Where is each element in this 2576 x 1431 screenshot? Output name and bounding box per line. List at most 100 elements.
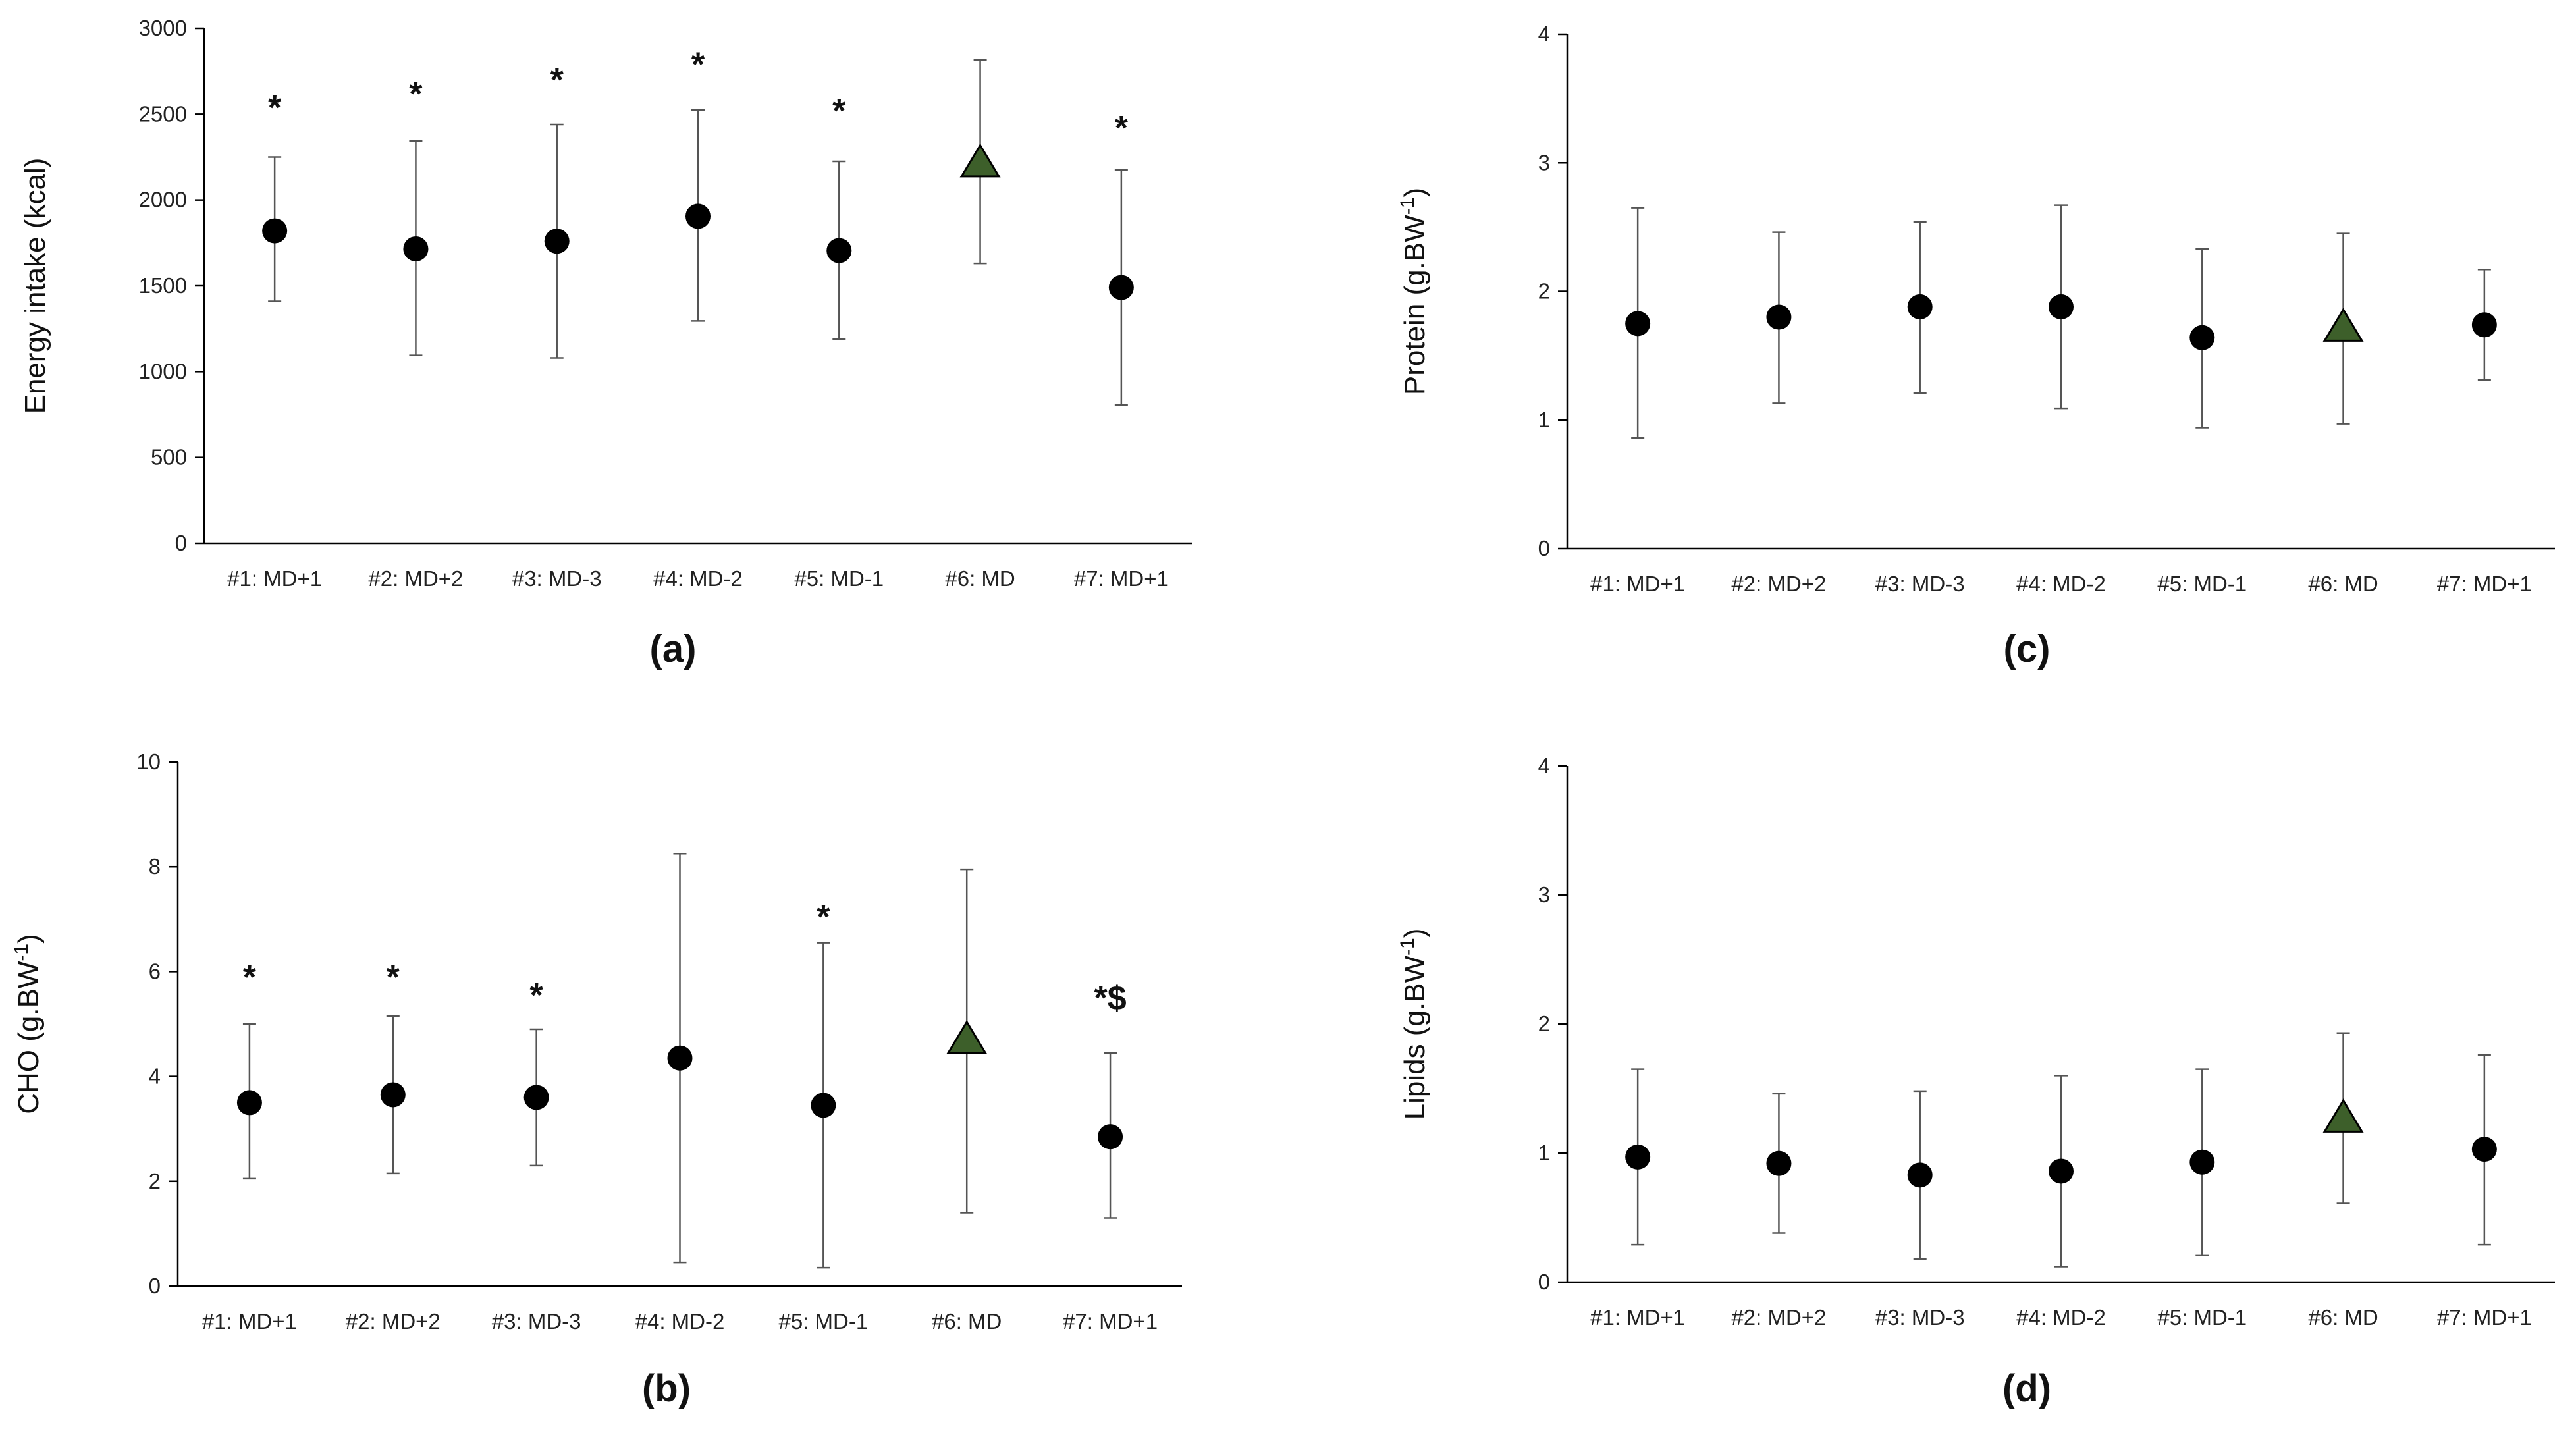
y-tick-label: 2 — [1538, 279, 1550, 304]
data-point — [1108, 275, 1134, 300]
y-tick-label: 3 — [1538, 882, 1550, 907]
y-tick-label: 2 — [1538, 1012, 1550, 1036]
y-axis-title-main: Protein (g.BW — [1399, 215, 1431, 395]
data-point — [1907, 1162, 1933, 1188]
x-tick-label: #5: MD-1 — [794, 566, 884, 591]
x-tick-label: #3: MD-3 — [512, 566, 602, 591]
x-tick-label: #1: MD+1 — [202, 1309, 297, 1334]
y-axis-title-close: ) — [1399, 188, 1431, 198]
y-tick-label: 1500 — [139, 273, 187, 298]
x-tick-label: #5: MD-1 — [2157, 1305, 2247, 1330]
x-tick-label: #4: MD-2 — [653, 566, 743, 591]
data-point — [1907, 294, 1933, 319]
data-point — [403, 236, 429, 261]
data-point-triangle — [2322, 1098, 2364, 1133]
x-tick-label: #3: MD-3 — [1875, 572, 1965, 596]
x-tick-label: #7: MD+1 — [1074, 566, 1169, 591]
x-tick-label: #6: MD — [945, 566, 1015, 591]
y-axis-title: Lipids (g.BW-1) — [1397, 929, 1431, 1120]
y-axis-title-main: Lipids (g.BW — [1399, 956, 1431, 1120]
y-axis-title-superscript: -1 — [1397, 938, 1418, 956]
data-point — [2189, 1149, 2215, 1175]
x-tick-label: #7: MD+1 — [2437, 572, 2532, 596]
y-tick-label: 3000 — [139, 16, 187, 40]
y-tick-label: 2000 — [139, 188, 187, 212]
data-point-triangle — [946, 1019, 988, 1054]
significance-mark: * — [550, 61, 564, 99]
data-point — [2189, 325, 2215, 350]
significance-mark: * — [409, 75, 423, 113]
y-tick-label: 4 — [1538, 753, 1550, 778]
data-point — [811, 1093, 836, 1118]
data-point — [2471, 1137, 2497, 1162]
data-point — [1625, 1144, 1651, 1170]
significance-mark: * — [387, 958, 400, 996]
y-tick-label: 8 — [149, 854, 161, 878]
data-point — [523, 1085, 549, 1110]
x-tick-label: #6: MD — [2308, 572, 2378, 596]
y-tick-label: 0 — [149, 1274, 161, 1298]
x-tick-label: #4: MD-2 — [635, 1309, 725, 1334]
data-point — [1766, 1150, 1792, 1176]
significance-mark: * — [243, 958, 257, 996]
y-axis-title: Energy intake (kcal) — [19, 158, 51, 414]
data-point — [1098, 1124, 1123, 1150]
y-tick-label: 4 — [1538, 22, 1550, 46]
chart-panel-a: 0 500 1000 1500 2000 2500 3000 #1: MD+1 #2: MD+2… — [19, 16, 1192, 670]
y-axis-title-close: ) — [1399, 929, 1431, 938]
y-tick-label: 2500 — [139, 101, 187, 126]
y-tick-label: 10 — [136, 749, 161, 774]
y-axis-title-close: ) — [13, 934, 45, 944]
x-tick-label: #6: MD — [932, 1309, 1002, 1334]
panel-label: (c) — [2004, 628, 2051, 670]
data-point — [2471, 312, 2497, 338]
y-tick-label: 6 — [149, 959, 161, 983]
chart-panel-b: 0 2 4 6 8 10 #1: MD+1 #2: MD+2 #3: MD-3 #4: MD-2 #… — [11, 749, 1182, 1410]
y-tick-label: 1 — [1538, 1141, 1550, 1165]
y-axis-title-superscript: -1 — [1397, 198, 1418, 215]
y-tick-label: 2 — [149, 1169, 161, 1193]
significance-mark: * — [530, 977, 544, 1015]
x-tick-label: #1: MD+1 — [1590, 572, 1685, 596]
y-tick-label: 500 — [151, 445, 187, 470]
x-tick-label: #4: MD-2 — [2016, 572, 2106, 596]
x-tick-label: #2: MD+2 — [346, 1309, 441, 1334]
data-point — [380, 1082, 406, 1108]
data-point — [236, 1090, 262, 1116]
significance-mark: * — [691, 46, 705, 84]
x-tick-label: #2: MD+2 — [368, 566, 463, 591]
data-point — [1625, 311, 1651, 337]
data-point — [685, 203, 711, 229]
x-tick-label: #5: MD-1 — [2157, 572, 2247, 596]
data-point — [667, 1045, 693, 1071]
panel-label: (b) — [642, 1367, 691, 1410]
data-point — [1766, 304, 1792, 330]
y-axis-title: CHO (g.BW-1) — [11, 934, 45, 1114]
data-point — [544, 229, 570, 254]
x-tick-label: #4: MD-2 — [2016, 1305, 2106, 1330]
data-point — [2049, 294, 2074, 319]
significance-mark: * — [268, 89, 282, 127]
x-tick-label: #7: MD+1 — [2437, 1305, 2532, 1330]
panel-label: (d) — [2002, 1367, 2051, 1410]
y-tick-label: 4 — [149, 1064, 161, 1089]
chart-panel-c: 0 1 2 3 4 #1: MD+1 #2: MD+2 #3: MD-3 #4: MD-2 #5:… — [1397, 22, 2555, 670]
x-tick-label: #3: MD-3 — [492, 1309, 581, 1334]
significance-mark: * — [1115, 109, 1129, 148]
x-tick-label: #3: MD-3 — [1875, 1305, 1965, 1330]
y-axis-title-main: Energy intake (kcal) — [19, 158, 51, 414]
y-tick-label: 3 — [1538, 150, 1550, 175]
data-point — [262, 218, 288, 244]
y-tick-label: 0 — [1538, 536, 1550, 560]
y-axis-title-main: CHO (g.BW — [13, 961, 45, 1114]
x-tick-label: #2: MD+2 — [1731, 1305, 1826, 1330]
significance-mark: *$ — [1094, 979, 1126, 1017]
data-point-triangle — [2322, 308, 2364, 342]
x-tick-label: #1: MD+1 — [1590, 1305, 1685, 1330]
data-point — [2049, 1158, 2074, 1184]
significance-mark: * — [817, 898, 830, 936]
y-tick-label: 1000 — [139, 359, 187, 383]
data-point — [826, 238, 852, 263]
